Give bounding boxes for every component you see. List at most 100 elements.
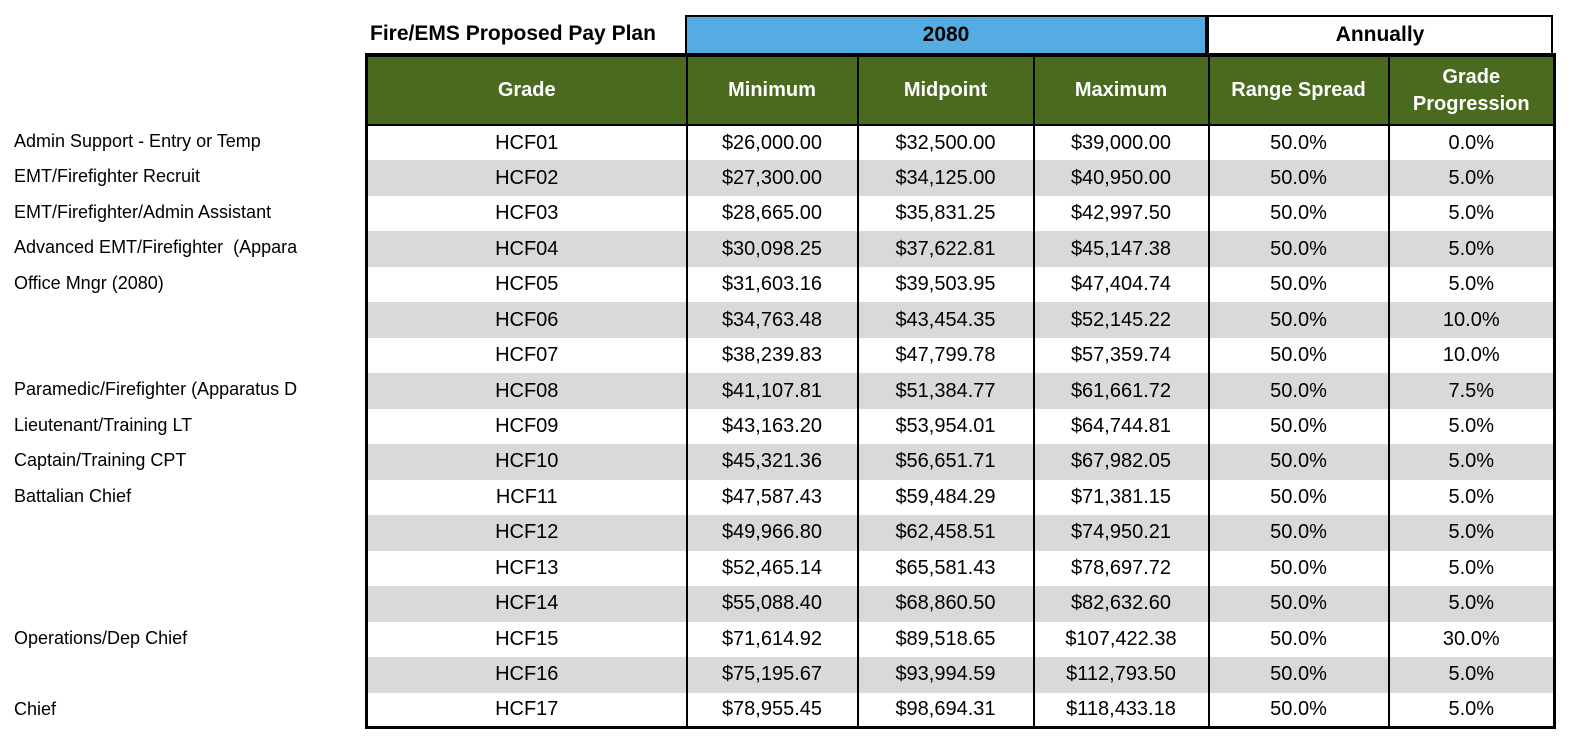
cell-midpoint: $51,384.77 bbox=[856, 373, 1035, 409]
cell-minimum: $55,088.40 bbox=[685, 586, 859, 622]
row-label bbox=[14, 514, 365, 549]
table-row: HCF17 $78,955.45 $98,694.31 $118,433.18 50.0… bbox=[365, 692, 1556, 728]
cell-minimum: $78,955.45 bbox=[685, 692, 859, 728]
pay-table: Grade Minimum Midpoint Maximum Range Spr… bbox=[365, 53, 1556, 730]
cell-grade-progression: 5.0% bbox=[1387, 657, 1556, 693]
cell-grade-progression: 5.0% bbox=[1387, 444, 1556, 480]
cell-grade: HCF03 bbox=[365, 195, 688, 232]
hours-group-header: 2080 bbox=[685, 15, 1207, 53]
table-row: HCF09 $43,163.20 $53,954.01 $64,744.81 50.0%… bbox=[365, 408, 1556, 445]
cell-grade: HCF01 bbox=[365, 125, 688, 161]
cell-grade-progression: 5.0% bbox=[1387, 479, 1556, 516]
table-row: HCF04 $30,098.25 $37,622.81 $45,147.38 50.0%… bbox=[365, 231, 1556, 267]
cell-midpoint: $59,484.29 bbox=[856, 479, 1035, 516]
cell-grade: HCF08 bbox=[365, 373, 688, 409]
table-row: HCF16 $75,195.67 $93,994.59 $112,793.50 50.0… bbox=[365, 657, 1556, 693]
cell-maximum: $52,145.22 bbox=[1032, 302, 1210, 338]
cell-grade: HCF07 bbox=[365, 337, 688, 374]
cell-midpoint: $37,622.81 bbox=[856, 231, 1035, 267]
cell-midpoint: $35,831.25 bbox=[856, 195, 1035, 232]
table-row: HCF06 $34,763.48 $43,454.35 $52,145.22 50.0%… bbox=[365, 302, 1556, 338]
table-row: HCF07 $38,239.83 $47,799.78 $57,359.74 50.0%… bbox=[365, 337, 1556, 374]
cell-minimum: $31,603.16 bbox=[685, 266, 859, 303]
row-label: EMT/Firefighter Recruit bbox=[14, 166, 201, 187]
col-header-grade-progression: Grade Progression bbox=[1387, 54, 1556, 126]
cell-midpoint: $34,125.00 bbox=[856, 160, 1035, 196]
cell-grade-progression: 10.0% bbox=[1387, 337, 1556, 374]
annual-group-header: Annually bbox=[1207, 15, 1553, 53]
cell-grade: HCF15 bbox=[365, 621, 688, 658]
cell-grade: HCF06 bbox=[365, 302, 688, 338]
cell-minimum: $30,098.25 bbox=[685, 231, 859, 267]
cell-range-spread: 50.0% bbox=[1207, 231, 1390, 267]
table-row: HCF15 $71,614.92 $89,518.65 $107,422.38 50.0… bbox=[365, 621, 1556, 658]
cell-maximum: $39,000.00 bbox=[1032, 125, 1210, 161]
table-row: HCF13 $52,465.14 $65,581.43 $78,697.72 50.0%… bbox=[365, 550, 1556, 587]
table-row: HCF01 $26,000.00 $32,500.00 $39,000.00 50.0%… bbox=[365, 125, 1556, 161]
row-label: Battalian Chief bbox=[14, 485, 132, 506]
table-row: HCF12 $49,966.80 $62,458.51 $74,950.21 50.0%… bbox=[365, 515, 1556, 551]
cell-grade-progression: 5.0% bbox=[1387, 692, 1556, 728]
table-row: HCF03 $28,665.00 $35,831.25 $42,997.50 50.0%… bbox=[365, 195, 1556, 232]
cell-minimum: $34,763.48 bbox=[685, 302, 859, 338]
row-label: Lieutenant/Training LT bbox=[14, 414, 193, 435]
table-row: HCF14 $55,088.40 $68,860.50 $82,632.60 50.0%… bbox=[365, 586, 1556, 622]
table-row: HCF10 $45,321.36 $56,651.71 $67,982.05 50.0%… bbox=[365, 444, 1556, 480]
cell-minimum: $47,587.43 bbox=[685, 479, 859, 516]
cell-grade: HCF11 bbox=[365, 479, 688, 516]
row-label: Office Mngr (2080) bbox=[14, 272, 164, 293]
cell-maximum: $40,950.00 bbox=[1032, 160, 1210, 196]
cell-maximum: $64,744.81 bbox=[1032, 408, 1210, 445]
cell-midpoint: $47,799.78 bbox=[856, 337, 1035, 374]
table-row: HCF11 $47,587.43 $59,484.29 $71,381.15 50.0%… bbox=[365, 479, 1556, 516]
cell-midpoint: $62,458.51 bbox=[856, 515, 1035, 551]
cell-grade-progression: 5.0% bbox=[1387, 408, 1556, 445]
cell-grade-progression: 0.0% bbox=[1387, 125, 1556, 161]
col-header-midpoint: Midpoint bbox=[856, 54, 1035, 126]
cell-grade-progression: 30.0% bbox=[1387, 621, 1556, 658]
cell-grade-progression: 5.0% bbox=[1387, 160, 1556, 196]
cell-minimum: $52,465.14 bbox=[685, 550, 859, 587]
cell-minimum: $43,163.20 bbox=[685, 408, 859, 445]
cell-minimum: $26,000.00 bbox=[685, 125, 859, 161]
col-header-range-spread: Range Spread bbox=[1207, 54, 1390, 126]
row-label: Operations/Dep Chief bbox=[14, 627, 188, 648]
cell-minimum: $27,300.00 bbox=[685, 160, 859, 196]
cell-grade-progression: 5.0% bbox=[1387, 586, 1556, 622]
cell-grade: HCF14 bbox=[365, 586, 688, 622]
cell-grade: HCF17 bbox=[365, 692, 688, 728]
cell-maximum: $67,982.05 bbox=[1032, 444, 1210, 480]
cell-maximum: $42,997.50 bbox=[1032, 195, 1210, 232]
cell-range-spread: 50.0% bbox=[1207, 479, 1390, 516]
cell-range-spread: 50.0% bbox=[1207, 586, 1390, 622]
table-header-strip: Fire/EMS Proposed Pay Plan 2080 Annually bbox=[365, 15, 1553, 53]
cell-range-spread: 50.0% bbox=[1207, 692, 1390, 728]
cell-grade-progression: 5.0% bbox=[1387, 266, 1556, 303]
cell-maximum: $45,147.38 bbox=[1032, 231, 1210, 267]
cell-midpoint: $68,860.50 bbox=[856, 586, 1035, 622]
cell-range-spread: 50.0% bbox=[1207, 266, 1390, 303]
cell-range-spread: 50.0% bbox=[1207, 621, 1390, 658]
table-title: Fire/EMS Proposed Pay Plan bbox=[365, 15, 685, 53]
cell-grade-progression: 5.0% bbox=[1387, 550, 1556, 587]
cell-maximum: $71,381.15 bbox=[1032, 479, 1210, 516]
row-label bbox=[14, 550, 365, 585]
cell-range-spread: 50.0% bbox=[1207, 408, 1390, 445]
cell-grade: HCF02 bbox=[365, 160, 688, 196]
cell-range-spread: 50.0% bbox=[1207, 160, 1390, 196]
table-row: HCF08 $41,107.81 $51,384.77 $61,661.72 50.0%… bbox=[365, 373, 1556, 409]
row-label: Advanced EMT/Firefighter (Appara bbox=[14, 237, 298, 258]
cell-maximum: $47,404.74 bbox=[1032, 266, 1210, 303]
cell-grade: HCF12 bbox=[365, 515, 688, 551]
cell-grade: HCF05 bbox=[365, 266, 688, 303]
row-label: Captain/Training CPT bbox=[14, 450, 187, 471]
cell-grade: HCF09 bbox=[365, 408, 688, 445]
cell-midpoint: $93,994.59 bbox=[856, 657, 1035, 693]
cell-midpoint: $98,694.31 bbox=[856, 692, 1035, 728]
cell-maximum: $112,793.50 bbox=[1032, 657, 1210, 693]
table-row: HCF02 $27,300.00 $34,125.00 $40,950.00 50.0%… bbox=[365, 160, 1556, 196]
cell-range-spread: 50.0% bbox=[1207, 195, 1390, 232]
cell-minimum: $45,321.36 bbox=[685, 444, 859, 480]
cell-range-spread: 50.0% bbox=[1207, 125, 1390, 161]
